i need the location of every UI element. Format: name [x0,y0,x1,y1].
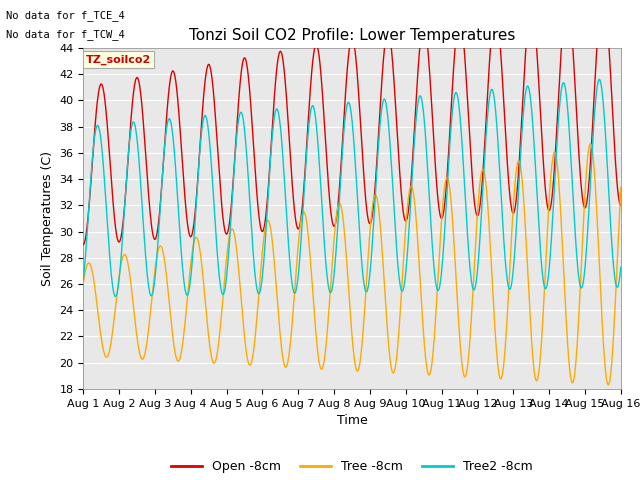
Text: No data for f_TCE_4: No data for f_TCE_4 [6,10,125,21]
Text: No data for f_TCW_4: No data for f_TCW_4 [6,29,125,40]
Legend: Open -8cm, Tree -8cm, Tree2 -8cm: Open -8cm, Tree -8cm, Tree2 -8cm [166,455,538,478]
Text: TZ_soilco2: TZ_soilco2 [86,55,151,65]
Title: Tonzi Soil CO2 Profile: Lower Temperatures: Tonzi Soil CO2 Profile: Lower Temperatur… [189,28,515,43]
Y-axis label: Soil Temperatures (C): Soil Temperatures (C) [41,151,54,286]
X-axis label: Time: Time [337,414,367,427]
